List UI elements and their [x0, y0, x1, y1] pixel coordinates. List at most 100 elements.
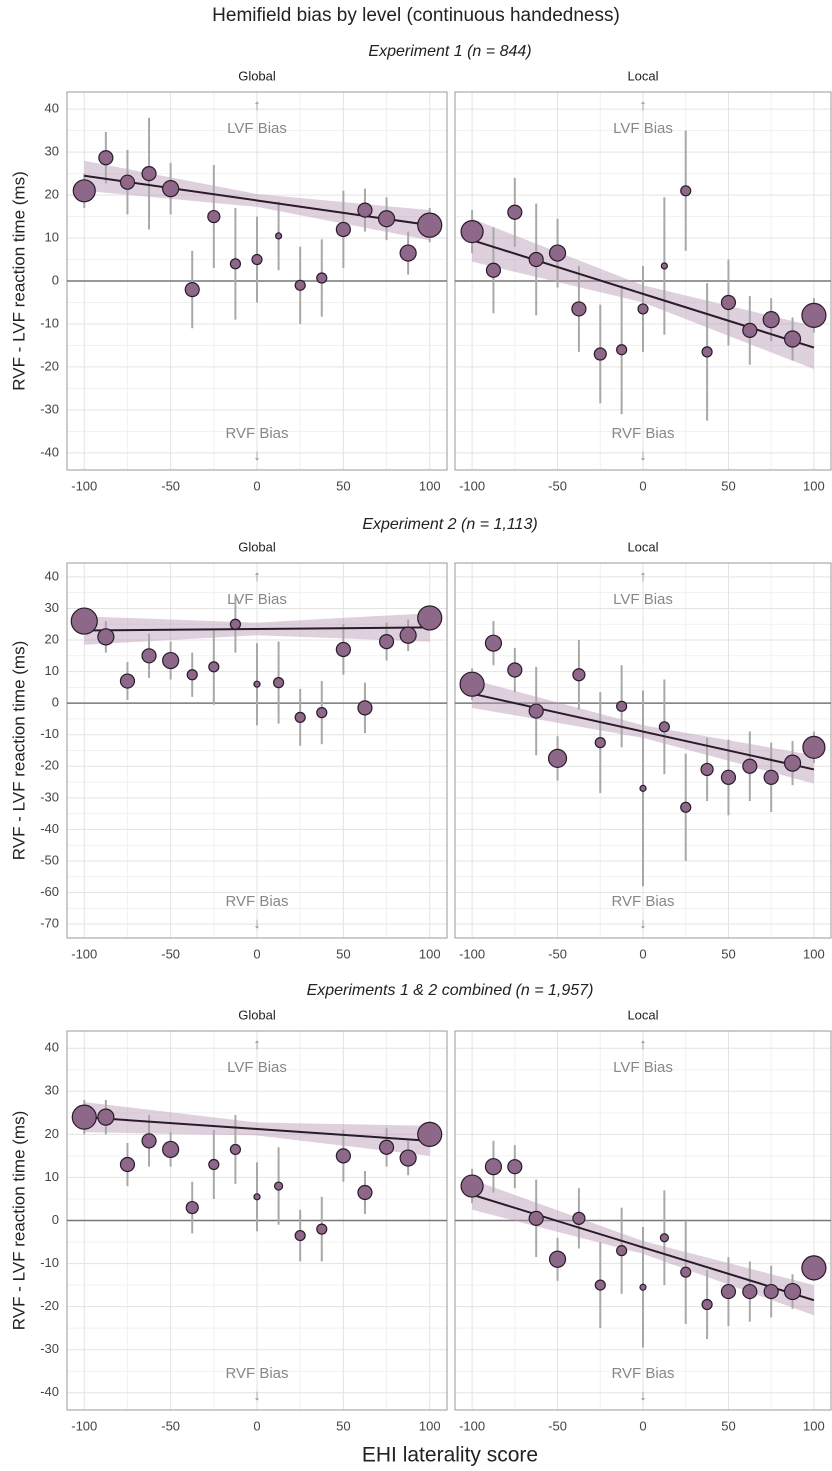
annotation: RVF Bias	[611, 893, 674, 910]
panel-title: Global	[238, 1007, 276, 1022]
x-tick-label: -50	[548, 1418, 567, 1433]
point	[186, 669, 198, 681]
y-tick-label: 10	[45, 229, 59, 244]
point	[335, 221, 351, 238]
y-tick-label: 20	[45, 187, 59, 202]
y-tick-label: -50	[40, 852, 59, 867]
point	[742, 758, 758, 774]
annotation: LVF Bias	[227, 591, 287, 608]
annotation: ↓	[253, 915, 261, 932]
x-tick-label: 50	[721, 1418, 735, 1433]
point	[141, 1133, 157, 1149]
x-tick-label: 0	[639, 1418, 646, 1433]
point	[357, 700, 373, 716]
point	[316, 1223, 328, 1235]
point	[97, 1108, 115, 1126]
x-tick-label: -100	[71, 1418, 97, 1433]
x-tick-label: 100	[419, 946, 441, 961]
point	[70, 607, 98, 635]
annotation: LVF Bias	[613, 1059, 673, 1076]
point	[460, 1174, 484, 1198]
point	[162, 180, 180, 198]
y-tick-label: 30	[45, 144, 59, 159]
point	[700, 762, 714, 777]
y-tick-label: 20	[45, 1126, 59, 1141]
point	[484, 1158, 503, 1176]
point	[98, 150, 114, 166]
x-tick-label: 0	[639, 478, 646, 493]
point	[801, 1255, 827, 1281]
point	[162, 651, 180, 670]
point	[141, 648, 157, 664]
y-tick-label: -60	[40, 884, 59, 899]
annotation: RVF Bias	[225, 1365, 288, 1382]
point	[294, 1229, 306, 1242]
point	[274, 232, 283, 240]
panel-title: Global	[238, 68, 276, 83]
point	[417, 605, 443, 631]
point	[507, 662, 523, 678]
point	[548, 1250, 567, 1268]
point	[460, 220, 484, 244]
point	[185, 1200, 199, 1215]
y-tick-label: -20	[40, 1298, 59, 1313]
point	[229, 1143, 242, 1156]
point	[357, 202, 373, 218]
x-tick-label: -50	[548, 478, 567, 493]
point	[316, 272, 328, 284]
panel-title: Local	[627, 539, 658, 554]
point	[378, 1139, 395, 1155]
annotation: ↑	[639, 568, 647, 585]
point	[639, 784, 647, 792]
x-tick-label: 0	[639, 946, 646, 961]
annotation: ↓	[639, 1387, 647, 1404]
point	[547, 748, 568, 768]
point	[294, 711, 306, 723]
annotation: LVF Bias	[227, 120, 287, 137]
y-tick-label: 20	[45, 631, 59, 646]
point	[294, 279, 306, 291]
point	[162, 1140, 180, 1159]
point	[378, 633, 395, 650]
row-subtitle: Experiments 1 & 2 combined (n = 1,957)	[307, 982, 594, 999]
x-tick-label: 50	[721, 946, 735, 961]
row-subtitle: Experiment 1 (n = 844)	[368, 43, 531, 60]
point	[272, 677, 285, 689]
point	[680, 801, 692, 813]
point	[528, 703, 544, 719]
x-tick-label: 0	[253, 946, 260, 961]
point	[660, 262, 668, 270]
annotation: RVF Bias	[611, 425, 674, 442]
point	[417, 212, 443, 238]
y-tick-label: 0	[52, 695, 59, 710]
point	[701, 1298, 713, 1311]
point	[229, 258, 242, 270]
x-tick-label: 100	[803, 1418, 825, 1433]
annotation: RVF Bias	[225, 893, 288, 910]
fit-line	[84, 626, 430, 632]
x-tick-label: -50	[161, 1418, 180, 1433]
point	[459, 671, 485, 697]
x-tick-label: -50	[548, 946, 567, 961]
annotation: ↑	[253, 1036, 261, 1053]
point	[639, 1283, 647, 1291]
y-tick-label: 10	[45, 1169, 59, 1184]
fit-line	[471, 1193, 815, 1302]
point	[680, 1266, 692, 1278]
x-tick-label: 100	[803, 478, 825, 493]
point	[72, 179, 96, 203]
x-tick-label: 100	[419, 478, 441, 493]
point	[399, 244, 417, 262]
y-tick-label: -10	[40, 726, 59, 741]
y-tick-label: 40	[45, 1040, 59, 1055]
point	[742, 322, 758, 338]
y-tick-label: -40	[40, 821, 59, 836]
point	[680, 185, 692, 197]
x-tick-label: 0	[253, 478, 260, 493]
x-axis-label: EHI laterality score	[362, 1444, 538, 1467]
point	[97, 628, 115, 646]
point	[71, 1104, 97, 1130]
panel-title: Local	[627, 68, 658, 83]
point	[528, 251, 544, 268]
